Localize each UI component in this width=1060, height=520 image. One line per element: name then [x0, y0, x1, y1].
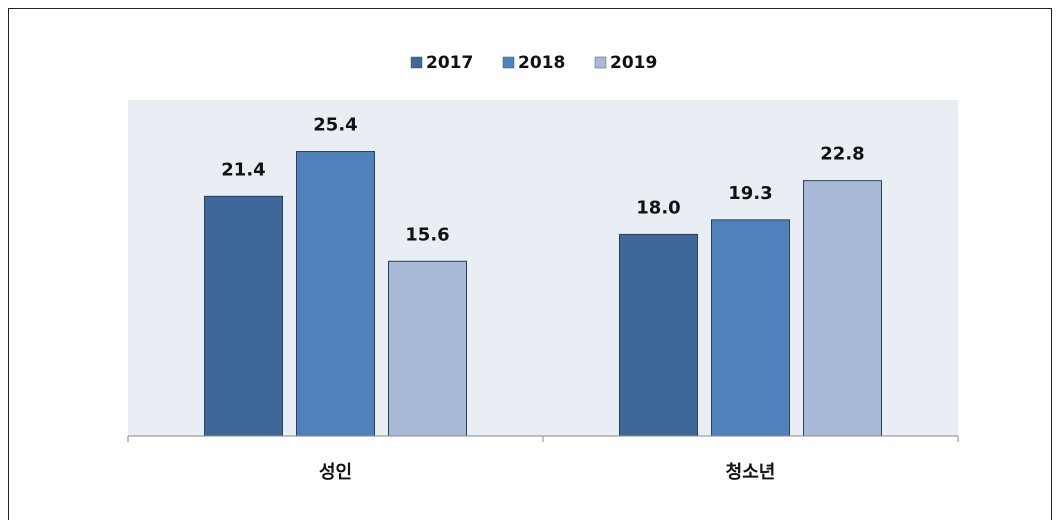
bar — [204, 195, 283, 437]
bar — [619, 233, 698, 437]
bar — [388, 260, 467, 437]
legend-label: 2019 — [610, 53, 657, 73]
data-label: 25.4 — [313, 115, 357, 136]
data-label: 22.8 — [820, 144, 864, 165]
data-label: 15.6 — [405, 224, 449, 245]
x-tick-label: 성인 — [319, 462, 352, 483]
legend-swatch — [410, 56, 423, 69]
data-label: 19.3 — [728, 183, 772, 204]
x-tick-label: 청소년 — [726, 462, 776, 483]
data-label: 18.0 — [636, 197, 680, 218]
legend-swatch — [502, 56, 515, 69]
legend-label: 2017 — [426, 53, 473, 73]
bar — [711, 219, 790, 437]
data-label: 21.4 — [221, 159, 265, 180]
bar — [803, 180, 882, 437]
legend-label: 2018 — [518, 53, 565, 73]
bar — [296, 151, 375, 437]
legend-swatch — [594, 56, 607, 69]
